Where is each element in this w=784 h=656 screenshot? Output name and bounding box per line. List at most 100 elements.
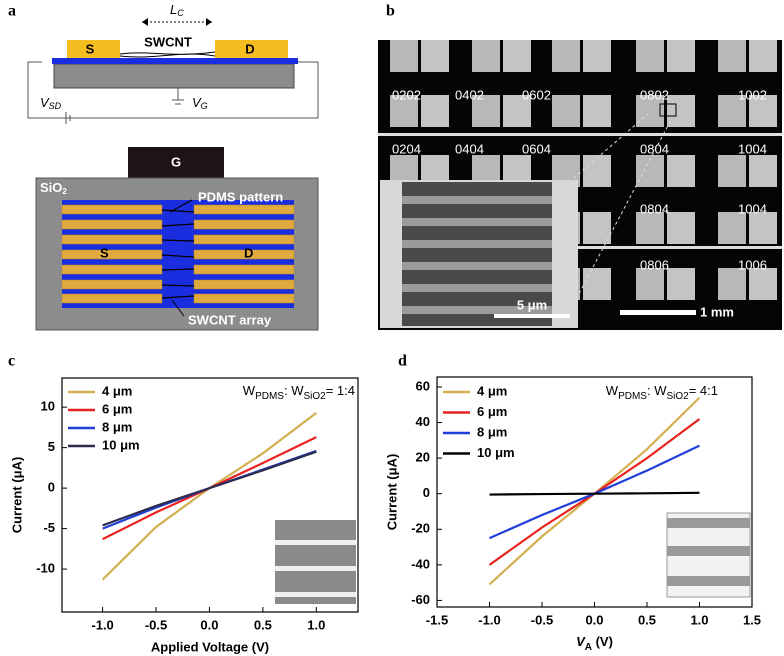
pad	[749, 40, 777, 72]
pad	[583, 212, 611, 244]
pad	[583, 268, 611, 300]
pad	[421, 40, 449, 72]
scale-bar	[620, 310, 696, 315]
pad-label: 0804	[640, 201, 669, 216]
pad	[636, 95, 664, 127]
pad	[583, 95, 611, 127]
x-tick-label: 0.0	[200, 617, 218, 632]
lc-arrowheads	[142, 18, 212, 26]
zoom-box	[659, 103, 677, 117]
x-tick-label: 0.0	[585, 612, 603, 627]
pad-label: 0202	[392, 87, 421, 102]
pad-label: 0402	[455, 87, 484, 102]
vg-label: VG	[192, 95, 208, 111]
swcnt-lines	[119, 51, 216, 58]
circuit-wire	[27, 61, 319, 119]
y-tick-label: -20	[411, 521, 430, 536]
x-tick-label: 0.5	[254, 617, 272, 632]
bus-line	[378, 133, 782, 136]
gate-label: G	[171, 154, 181, 169]
y-tick-label: 5	[48, 439, 55, 454]
y-tick-label: -60	[411, 592, 430, 607]
pad	[636, 268, 664, 300]
y-tick-label: -10	[36, 561, 55, 576]
pad	[667, 40, 695, 72]
gate-block	[128, 147, 224, 178]
chart-c-inset-stripes	[275, 540, 356, 597]
pad-label: 1006	[738, 257, 767, 272]
pad	[503, 95, 531, 127]
electrode-stripes	[61, 204, 295, 304]
annotation: WPDMS: WSiO2= 1:4	[243, 383, 355, 401]
panel-label: c	[8, 353, 15, 370]
y-tick-label: -5	[43, 520, 55, 535]
legend-label: 6 μm	[102, 401, 132, 416]
bus-line	[578, 246, 782, 249]
swcnt-array-lines	[161, 209, 195, 299]
pad	[749, 95, 777, 127]
pad-label: 1004	[738, 201, 767, 216]
x-tick-label: -1.0	[478, 612, 500, 627]
substrate	[53, 63, 295, 89]
legend-label: 4 μm	[102, 383, 132, 398]
y-tick-label: -40	[411, 556, 430, 571]
drain-electrode	[215, 40, 288, 58]
callout-arrows	[169, 199, 193, 317]
pad	[718, 95, 746, 127]
lc-label: LC	[170, 2, 184, 18]
scale-label: 1 mm	[700, 304, 734, 319]
y-axis-label: Current (μA)	[9, 457, 24, 534]
x-axis-label: Applied Voltage (V)	[151, 639, 269, 654]
zoom-lines	[559, 113, 673, 321]
panel-label: d	[398, 353, 407, 370]
swcnt-label: SWCNT	[144, 34, 192, 49]
inset-stripes	[402, 196, 552, 314]
x-tick-label: 0.5	[638, 612, 656, 627]
data-line	[102, 450, 317, 527]
panel-label: a	[8, 3, 16, 20]
y-tick-label: 20	[416, 450, 430, 465]
pad	[390, 95, 418, 127]
pad	[749, 155, 777, 187]
pad-label: 0404	[455, 141, 484, 156]
x-tick-label: -1.0	[91, 617, 113, 632]
pad	[421, 95, 449, 127]
drain-label: D	[245, 41, 254, 56]
pad-label: 0802	[640, 87, 669, 102]
pad	[503, 40, 531, 72]
y-tick-label: 60	[416, 378, 430, 393]
source-label: S	[86, 41, 95, 56]
pad	[718, 212, 746, 244]
y-tick-label: 10	[41, 399, 55, 414]
pad	[749, 268, 777, 300]
y-tick-label: 0	[423, 485, 430, 500]
plot-frame	[61, 377, 359, 613]
pad	[552, 40, 580, 72]
pad-label: 0602	[522, 87, 551, 102]
source-electrode	[67, 40, 120, 58]
pad	[636, 212, 664, 244]
pad-label: 0806	[640, 257, 669, 272]
x-tick-label: 1.0	[690, 612, 708, 627]
x-tick-label: -0.5	[531, 612, 553, 627]
x-axis-label: VA (V)	[576, 634, 613, 652]
inset-scale-label: 5 μm	[517, 297, 547, 312]
y-axis-label: Current (μA)	[384, 454, 399, 531]
pad	[667, 95, 695, 127]
legend-label: 8 μm	[477, 424, 507, 439]
pad-label: 1002	[738, 87, 767, 102]
data-line	[489, 491, 700, 496]
legend-label: 10 μm	[477, 445, 515, 460]
pad-label: 0204	[392, 141, 421, 156]
pad	[583, 40, 611, 72]
pad	[472, 95, 500, 127]
vsd-label: VSD	[40, 95, 62, 111]
drain-label-2: D	[244, 245, 253, 260]
pad	[472, 40, 500, 72]
source-label-2: S	[100, 245, 109, 260]
x-tick-label: 1.5	[743, 612, 761, 627]
legend-label: 6 μm	[477, 404, 507, 419]
chart-d-inset-stripes	[667, 518, 750, 586]
pad	[636, 40, 664, 72]
pad	[552, 95, 580, 127]
